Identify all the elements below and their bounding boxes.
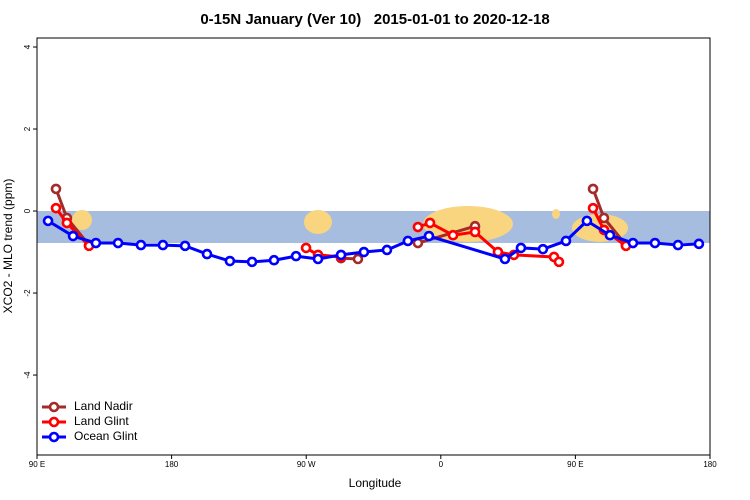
point	[672, 239, 684, 251]
y-tick-label: -2	[23, 289, 32, 297]
point	[67, 230, 79, 242]
x-tick-label: 90 E	[29, 460, 45, 469]
point	[381, 244, 393, 256]
x-tick-label: 90 E	[567, 460, 583, 469]
y-tick-label: 2	[23, 126, 32, 131]
point	[61, 217, 73, 229]
point	[335, 249, 347, 261]
point	[499, 253, 511, 265]
chart-title: 0-15N January (Ver 10) 2015-01-01 to 202…	[200, 11, 549, 28]
point	[424, 217, 436, 229]
x-tick-label: 180	[703, 460, 717, 469]
y-tick-label: 4	[23, 44, 32, 49]
point	[537, 243, 549, 255]
y-axis-label: XCO2 - MLO trend (ppm)	[1, 179, 15, 314]
point	[90, 237, 102, 249]
point	[469, 226, 481, 238]
series-line	[47, 219, 700, 264]
point	[412, 221, 424, 233]
point	[157, 239, 169, 251]
point	[179, 240, 191, 252]
point	[112, 237, 124, 249]
point	[50, 183, 62, 195]
point	[312, 253, 324, 265]
legend-marker	[48, 401, 60, 413]
point	[581, 215, 593, 227]
y-tick-label: -4	[23, 371, 32, 379]
x-tick-label: 90 W	[297, 460, 316, 469]
point	[693, 238, 705, 250]
x-tick-label: 180	[165, 460, 179, 469]
point	[515, 242, 527, 254]
point	[447, 229, 459, 241]
point	[649, 237, 661, 249]
legend-label: Ocean Glint	[74, 429, 138, 443]
point	[598, 212, 610, 224]
point	[268, 254, 280, 266]
point	[402, 235, 414, 247]
x-axis-label: Longitude	[349, 476, 402, 490]
point	[604, 229, 616, 241]
point	[352, 253, 364, 265]
point	[246, 256, 258, 268]
point	[201, 248, 213, 260]
legend-marker	[48, 416, 60, 428]
x-tick-label: 0	[439, 460, 444, 469]
point	[300, 242, 312, 254]
point	[627, 237, 639, 249]
point	[560, 235, 572, 247]
point	[50, 202, 62, 214]
point	[290, 250, 302, 262]
point	[553, 256, 565, 268]
point	[423, 230, 435, 242]
y-tick-label: 0	[23, 208, 32, 213]
legend-label: Land Glint	[74, 414, 129, 428]
legend-marker	[48, 431, 60, 443]
point	[224, 255, 236, 267]
point	[587, 202, 599, 214]
point	[135, 239, 147, 251]
point	[358, 246, 370, 258]
point	[42, 215, 54, 227]
legend-label: Land Nadir	[74, 399, 133, 413]
point	[587, 183, 599, 195]
plot-frame	[36, 37, 711, 456]
